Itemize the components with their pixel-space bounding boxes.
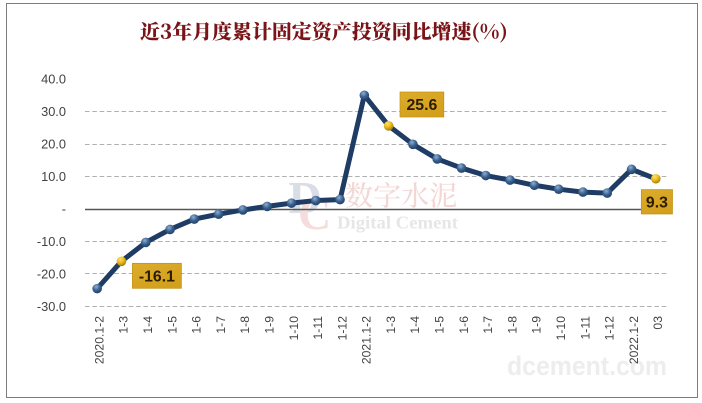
svg-text:Digital Cement: Digital Cement <box>337 213 458 233</box>
svg-text:1-6: 1-6 <box>457 316 471 334</box>
svg-text:-: - <box>62 202 66 217</box>
svg-text:-30.0: -30.0 <box>37 299 66 314</box>
svg-text:-10.0: -10.0 <box>37 234 66 249</box>
svg-text:9.3: 9.3 <box>646 194 668 211</box>
svg-text:C: C <box>298 188 331 239</box>
svg-text:1-12: 1-12 <box>603 316 617 341</box>
svg-text:30.0: 30.0 <box>41 104 66 119</box>
svg-text:2022.1-2: 2022.1-2 <box>627 316 641 364</box>
svg-text:1-11: 1-11 <box>578 316 592 340</box>
svg-text:1-11: 1-11 <box>311 316 325 340</box>
svg-text:-16.1: -16.1 <box>139 268 175 285</box>
svg-text:1-9: 1-9 <box>262 316 276 334</box>
svg-text:dcement.com: dcement.com <box>507 351 667 381</box>
svg-text:1-5: 1-5 <box>433 316 447 334</box>
svg-text:-20.0: -20.0 <box>37 267 66 282</box>
svg-text:03: 03 <box>651 316 665 330</box>
svg-text:25.6: 25.6 <box>407 97 438 114</box>
svg-text:1-12: 1-12 <box>335 316 349 341</box>
svg-text:1-8: 1-8 <box>238 316 252 334</box>
svg-text:1-4: 1-4 <box>408 316 422 334</box>
svg-text:1-8: 1-8 <box>505 316 519 334</box>
svg-text:1-7: 1-7 <box>214 316 228 334</box>
svg-text:1-10: 1-10 <box>554 316 568 341</box>
svg-text:1-7: 1-7 <box>481 316 495 334</box>
svg-text:20.0: 20.0 <box>41 137 66 152</box>
svg-text:1-10: 1-10 <box>287 316 301 341</box>
svg-text:1-4: 1-4 <box>141 316 155 334</box>
svg-text:1-9: 1-9 <box>530 316 544 334</box>
svg-text:40.0: 40.0 <box>41 72 66 87</box>
svg-text:1-5: 1-5 <box>165 316 179 334</box>
svg-text:1-6: 1-6 <box>190 316 204 334</box>
svg-text:1-3: 1-3 <box>117 316 131 334</box>
svg-text:2020.1-2: 2020.1-2 <box>92 316 106 364</box>
svg-text:2021.1-2: 2021.1-2 <box>360 316 374 364</box>
svg-text:10.0: 10.0 <box>41 169 66 184</box>
svg-text:1-3: 1-3 <box>384 316 398 334</box>
